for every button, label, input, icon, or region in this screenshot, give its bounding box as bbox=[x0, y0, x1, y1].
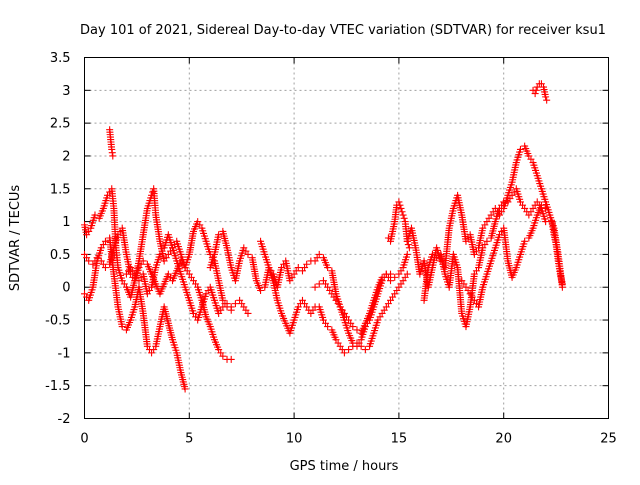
data-point-marker bbox=[428, 250, 436, 258]
data-point-marker bbox=[405, 244, 413, 252]
data-point-marker bbox=[396, 201, 404, 209]
data-point-marker bbox=[532, 86, 540, 94]
data-point-marker bbox=[101, 264, 109, 272]
y-tick-label: 2 bbox=[62, 149, 70, 164]
data-point-marker bbox=[403, 270, 411, 278]
data-point-marker bbox=[244, 250, 252, 258]
y-tick-label: 1 bbox=[62, 215, 70, 230]
data-point-marker bbox=[91, 211, 99, 219]
data-point-marker bbox=[395, 198, 403, 206]
data-point-marker bbox=[387, 277, 395, 285]
x-tick-label: 0 bbox=[80, 432, 88, 447]
plot-frame bbox=[84, 57, 609, 419]
data-point-marker bbox=[219, 303, 227, 311]
data-point-marker bbox=[543, 96, 551, 104]
data-point-marker bbox=[349, 323, 357, 331]
x-tick-label: 10 bbox=[286, 432, 303, 447]
data-point-marker bbox=[378, 273, 386, 281]
data-point-marker bbox=[353, 339, 361, 347]
data-point-marker bbox=[357, 342, 365, 350]
data-point-marker bbox=[542, 218, 550, 226]
data-point-marker bbox=[315, 280, 323, 288]
data-point-marker bbox=[399, 211, 407, 219]
y-tick-label: 3.5 bbox=[50, 51, 71, 66]
chart-title: Day 101 of 2021, Sidereal Day-to-day VTE… bbox=[80, 23, 606, 38]
data-point-marker bbox=[101, 237, 109, 245]
x-tick-label: 15 bbox=[391, 432, 408, 447]
x-tick-label: 20 bbox=[495, 432, 512, 447]
data-point-marker bbox=[223, 300, 231, 308]
data-point-marker bbox=[531, 90, 539, 98]
data-point-marker bbox=[521, 237, 529, 245]
data-point-marker bbox=[118, 323, 126, 331]
data-point-marker bbox=[85, 257, 93, 265]
data-point-marker bbox=[537, 201, 545, 209]
data-point-marker bbox=[483, 237, 491, 245]
data-point-marker bbox=[315, 250, 323, 258]
data-point-marker bbox=[404, 241, 412, 249]
data-point-marker bbox=[558, 280, 566, 288]
data-point-marker bbox=[397, 204, 405, 212]
data-point-marker bbox=[149, 188, 157, 196]
data-point-marker bbox=[542, 93, 550, 101]
data-point-marker bbox=[219, 352, 227, 360]
data-point-marker bbox=[311, 283, 319, 291]
data-point-marker bbox=[391, 273, 399, 281]
data-point-marker bbox=[349, 342, 357, 350]
data-point-marker bbox=[353, 326, 361, 334]
y-tick-label: -1.5 bbox=[45, 379, 70, 394]
x-tick-label: 5 bbox=[185, 432, 193, 447]
data-point-marker bbox=[215, 231, 223, 239]
x-tick-label: 25 bbox=[600, 432, 617, 447]
y-tick-label: 1.5 bbox=[50, 182, 71, 197]
data-point-marker bbox=[361, 346, 369, 354]
data-point-marker bbox=[398, 208, 406, 216]
data-point-marker bbox=[227, 355, 235, 363]
y-tick-label: 3 bbox=[62, 84, 70, 99]
data-point-marker bbox=[231, 300, 239, 308]
data-point-marker bbox=[340, 349, 348, 357]
data-point-marker bbox=[257, 287, 265, 295]
y-tick-label: 2.5 bbox=[50, 117, 71, 132]
data-point-marker bbox=[433, 254, 441, 262]
data-point-marker bbox=[294, 264, 302, 272]
data-point-marker bbox=[109, 152, 117, 160]
data-point-marker bbox=[244, 309, 252, 317]
data-point-marker bbox=[387, 270, 395, 278]
data-point-marker bbox=[516, 145, 524, 153]
data-point-marker bbox=[324, 264, 332, 272]
data-point-marker bbox=[542, 204, 550, 212]
y-axis-label: SDTVAR / TECUs bbox=[8, 185, 23, 292]
axis-ticks: 0 5 10 15 20 25 -2 -1.5 -1 -0.5 0 0.5 1 1.5 2 2.5 3 3.5 bbox=[45, 51, 617, 447]
data-point-marker bbox=[181, 385, 189, 393]
data-point-marker bbox=[400, 214, 408, 222]
data-point-marker bbox=[227, 303, 235, 311]
y-tick-label: -0.5 bbox=[45, 314, 70, 329]
y-tick-label: -2 bbox=[58, 412, 71, 427]
data-point-marker bbox=[345, 346, 353, 354]
y-tick-label: 0 bbox=[62, 281, 70, 296]
y-tick-label: -1 bbox=[58, 346, 71, 361]
data-point-marker bbox=[403, 250, 411, 258]
data-point-marker bbox=[303, 260, 311, 268]
y-tick-label: 0.5 bbox=[50, 248, 71, 263]
data-point-marker bbox=[324, 323, 332, 331]
data-points bbox=[81, 80, 566, 393]
x-axis-label: GPS time / hours bbox=[290, 459, 399, 474]
